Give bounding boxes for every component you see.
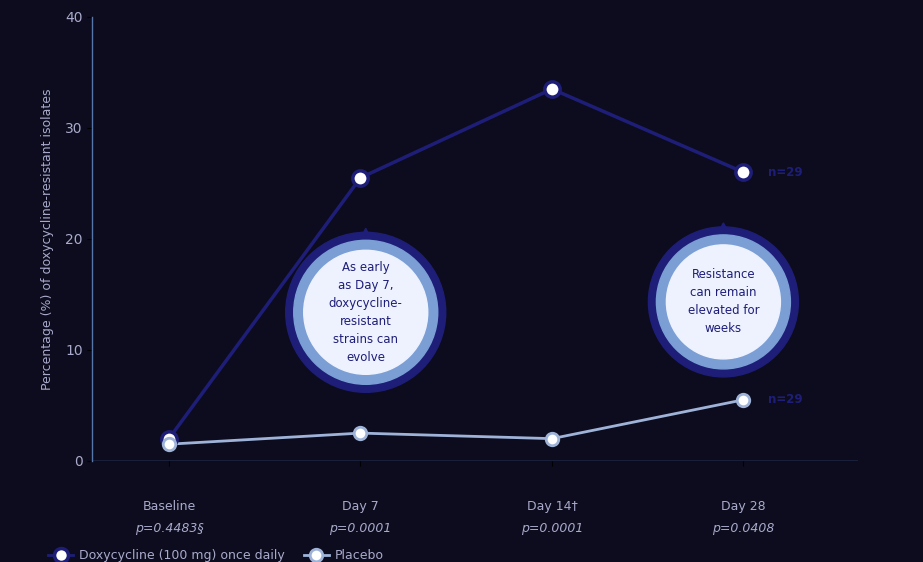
Text: p=0.0001: p=0.0001 (330, 522, 391, 535)
Text: As early
as Day 7,
doxycycline-
resistant
strains can
evolve: As early as Day 7, doxycycline- resistan… (329, 261, 402, 364)
Text: n=29: n=29 (768, 393, 803, 406)
Text: Day 14†: Day 14† (526, 500, 578, 513)
Text: Resistance
can remain
elevated for
weeks: Resistance can remain elevated for weeks (688, 269, 760, 336)
Text: Day 28: Day 28 (721, 500, 766, 513)
Text: Baseline: Baseline (142, 500, 196, 513)
Text: p=0.0408: p=0.0408 (713, 522, 774, 535)
Text: p=0.4483§: p=0.4483§ (135, 522, 203, 535)
Text: Day 7: Day 7 (342, 500, 378, 513)
Text: n=29: n=29 (768, 166, 803, 179)
Text: p=0.0001: p=0.0001 (521, 522, 583, 535)
Y-axis label: Percentage (%) of doxycycline-resistant isolates: Percentage (%) of doxycycline-resistant … (41, 88, 54, 389)
Legend: Doxycycline (100 mg) once daily, Placebo: Doxycycline (100 mg) once daily, Placebo (43, 544, 390, 562)
